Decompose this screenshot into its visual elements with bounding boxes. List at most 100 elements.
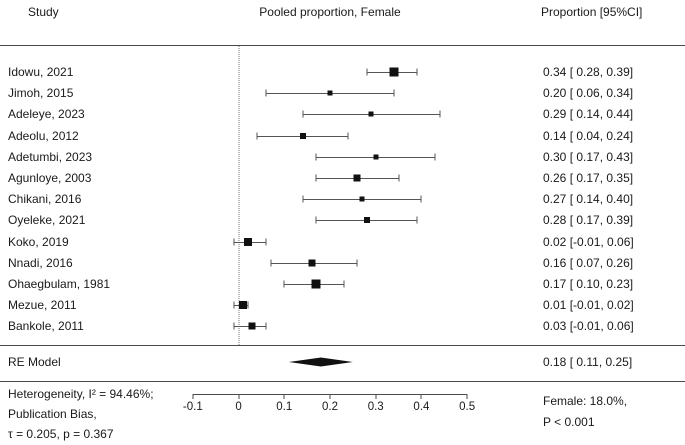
study-row: Nnadi, 2016 0.16 [ 0.07, 0.26] (0, 252, 685, 273)
ci-cap-right (434, 153, 436, 161)
ci-plot-cell (170, 83, 490, 104)
ci-cap-left (315, 153, 317, 161)
study-label: Bankole, 2011 (8, 319, 84, 334)
heterogeneity-block: Heterogeneity, I² = 94.46%; Publication … (8, 384, 154, 444)
axis-tick (466, 394, 468, 399)
ci-cap-right (416, 216, 418, 224)
axis-tick (283, 394, 285, 399)
ci-cap-left (256, 132, 258, 140)
ci-plot-cell (170, 295, 490, 316)
study-label: Oyeleke, 2021 (8, 213, 86, 228)
column-header-study: Study (28, 5, 59, 19)
p-value-text: P < 0.001 (543, 415, 595, 429)
female-percent-text: Female: 18.0%, (543, 394, 628, 408)
ci-cap-right (265, 238, 267, 246)
axis-tick-label: 0.3 (367, 401, 384, 413)
point-estimate-marker (368, 111, 374, 117)
study-row: Jimoh, 2015 0.20 [ 0.06, 0.34] (0, 83, 685, 104)
axis-tick-label: 0.2 (322, 401, 338, 413)
study-row: Bankole, 2011 0.03 [-0.01, 0.06] (0, 316, 685, 337)
summary-top-rule (0, 345, 685, 346)
re-model-label: RE Model (8, 355, 61, 369)
study-label: Adeleye, 2023 (8, 107, 85, 122)
ci-text: 0.26 [ 0.17, 0.35] (543, 171, 634, 185)
ci-text: 0.02 [-0.01, 0.06] (543, 234, 634, 249)
summary-diamond (288, 357, 353, 367)
study-label: Agunloye, 2003 (8, 171, 92, 185)
axis-tick (192, 394, 194, 399)
re-model-plot-cell (170, 349, 490, 375)
axis-tick (375, 394, 377, 399)
axis-tick-label: 0.1 (276, 401, 293, 413)
ci-plot-cell (170, 104, 490, 125)
ci-cap-left (283, 280, 285, 288)
ci-cap-left (302, 195, 304, 203)
ci-text: 0.16 [ 0.07, 0.26] (543, 255, 634, 270)
ci-text: 0.34 [ 0.28, 0.39] (543, 65, 634, 79)
study-row: Agunloye, 2003 0.26 [ 0.17, 0.35] (0, 168, 685, 189)
study-row: Mezue, 2011 0.01 [-0.01, 0.02] (0, 295, 685, 316)
heterogeneity-text: Heterogeneity, I² = 94.46%; (8, 387, 154, 401)
axis-tick (420, 394, 422, 399)
point-estimate-marker (363, 217, 370, 224)
study-row: Adeleye, 2023 0.29 [ 0.14, 0.44] (0, 104, 685, 125)
ci-cap-right (393, 89, 395, 97)
ci-text: 0.30 [ 0.17, 0.43] (543, 149, 634, 164)
study-label: Mezue, 2011 (8, 298, 77, 313)
ci-text: 0.17 [ 0.10, 0.23] (543, 277, 634, 291)
point-estimate-marker (299, 132, 306, 139)
axis-tick-label: 0 (235, 401, 242, 413)
axis-tick (238, 394, 240, 399)
study-label: Idowu, 2021 (8, 65, 74, 79)
study-row: Oyeleke, 2021 0.28 [ 0.17, 0.39] (0, 210, 685, 231)
study-label: Adeolu, 2012 (8, 128, 79, 143)
re-model-row: RE Model 0.18 [ 0.11, 0.25] (0, 349, 685, 375)
point-estimate-marker (248, 322, 256, 330)
study-label: Chikani, 2016 (8, 192, 82, 207)
summary-stats-block: Female: 18.0%, P < 0.001 (543, 391, 627, 433)
ci-cap-left (366, 68, 368, 76)
point-estimate-marker (359, 196, 365, 202)
ci-cap-left (233, 322, 235, 330)
column-header-ci: Proportion [95%CI] (541, 5, 643, 19)
study-label: Koko, 2019 (8, 234, 69, 249)
study-row: Adetumbi, 2023 0.30 [ 0.17, 0.43] (0, 146, 685, 167)
point-estimate-marker (243, 237, 252, 246)
ci-text: 0.03 [-0.01, 0.06] (543, 319, 634, 334)
study-label: Adetumbi, 2023 (8, 149, 93, 164)
ci-cap-right (343, 280, 345, 288)
study-row: Chikani, 2016 0.27 [ 0.14, 0.40] (0, 189, 685, 210)
ci-cap-right (265, 322, 267, 330)
ci-cap-left (233, 301, 235, 309)
ci-text: 0.27 [ 0.14, 0.40] (543, 192, 634, 207)
ci-cap-left (265, 89, 267, 97)
ci-plot-cell (170, 252, 490, 273)
ci-cap-right (356, 259, 358, 267)
ci-cap-left (302, 110, 304, 118)
axis-tick-label: -0.1 (182, 401, 203, 413)
point-estimate-marker (327, 90, 333, 96)
axis-tick (329, 394, 331, 399)
point-estimate-marker (308, 259, 316, 267)
bottom-rule (0, 381, 685, 382)
ci-text: 0.14 [ 0.04, 0.24] (543, 128, 634, 143)
re-model-ci-text: 0.18 [ 0.11, 0.25] (543, 355, 633, 369)
ci-plot-cell (170, 316, 490, 337)
ci-plot-cell (170, 168, 490, 189)
ci-cap-right (247, 301, 249, 309)
ci-plot-cell (170, 189, 490, 210)
ci-cap-right (398, 174, 400, 182)
ci-cap-left (233, 238, 235, 246)
study-label: Nnadi, 2016 (8, 255, 73, 270)
axis-tick-label: 0.4 (413, 401, 430, 413)
study-row: Koko, 2019 0.02 [-0.01, 0.06] (0, 231, 685, 252)
ci-cap-right (416, 68, 418, 76)
study-label: Ohaegbulam, 1981 (8, 277, 111, 291)
point-estimate-marker (353, 174, 361, 182)
ci-cap-right (347, 132, 349, 140)
ci-text: 0.29 [ 0.14, 0.44] (543, 107, 634, 122)
x-axis: -0.1 0 0.1 0.2 0.3 0.4 0.5 (170, 394, 490, 426)
study-row: Adeolu, 2012 0.14 [ 0.04, 0.24] (0, 125, 685, 146)
ci-cap-left (315, 174, 317, 182)
